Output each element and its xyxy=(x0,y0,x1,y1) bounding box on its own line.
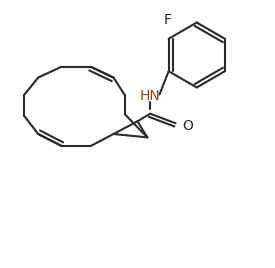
Text: HN: HN xyxy=(140,89,161,103)
Text: O: O xyxy=(182,119,193,133)
Text: F: F xyxy=(163,13,171,28)
